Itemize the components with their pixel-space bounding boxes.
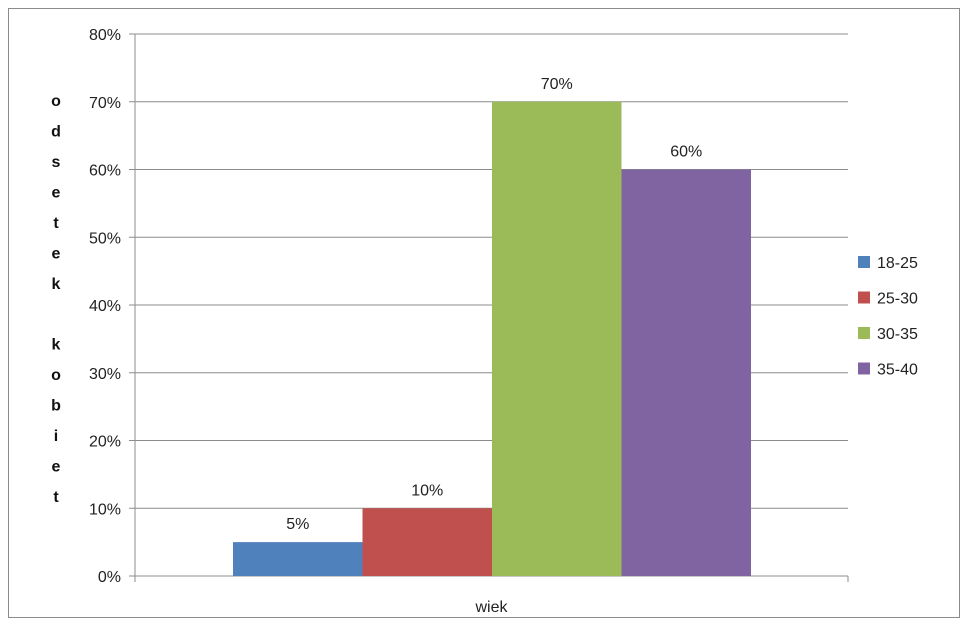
- y-axis-title-char: k: [52, 276, 61, 293]
- y-axis-title-char: t: [53, 489, 59, 506]
- legend-label: 25-30: [877, 291, 918, 308]
- y-tick-label: 50%: [89, 230, 121, 247]
- y-tick-label: 40%: [89, 298, 121, 315]
- y-tick-label: 80%: [89, 27, 121, 44]
- y-tick-label: 30%: [89, 366, 121, 383]
- bar-35-40: [621, 169, 751, 576]
- y-axis-title-char: t: [53, 215, 59, 232]
- bar-30-35: [492, 101, 622, 576]
- y-axis-title-char: o: [51, 93, 61, 110]
- legend-swatch-25-30: [858, 291, 870, 304]
- legend-label: 18-25: [877, 255, 918, 272]
- bar-25-30: [362, 508, 492, 576]
- legend-swatch-18-25: [858, 256, 870, 268]
- y-axis-title-char: e: [52, 459, 61, 476]
- y-axis-title-char: b: [51, 398, 61, 415]
- data-label: 5%: [286, 516, 309, 533]
- y-axis-title-char: e: [52, 246, 61, 263]
- x-axis-label: wiek: [474, 599, 508, 616]
- y-axis-title-char: o: [51, 367, 61, 384]
- legend-label: 30-35: [877, 326, 918, 343]
- legend-swatch-30-35: [858, 327, 870, 339]
- y-axis-title-char: i: [54, 428, 58, 445]
- y-tick-label: 20%: [89, 434, 121, 451]
- y-axis-title-char: e: [52, 185, 61, 202]
- y-axis-title-char: s: [52, 154, 61, 171]
- y-axis-title-char: k: [52, 337, 61, 354]
- data-label: 10%: [411, 482, 443, 499]
- bar-18-25: [233, 542, 363, 576]
- y-tick-label: 0%: [98, 569, 121, 586]
- y-tick-label: 70%: [89, 95, 121, 112]
- data-label: 70%: [541, 76, 573, 93]
- legend-swatch-35-40: [858, 362, 870, 375]
- legend-label: 35-40: [877, 362, 918, 379]
- y-axis-title-char: d: [51, 124, 61, 141]
- y-tick-label: 60%: [89, 163, 121, 180]
- y-tick-label: 10%: [89, 501, 121, 518]
- data-label: 60%: [670, 144, 702, 161]
